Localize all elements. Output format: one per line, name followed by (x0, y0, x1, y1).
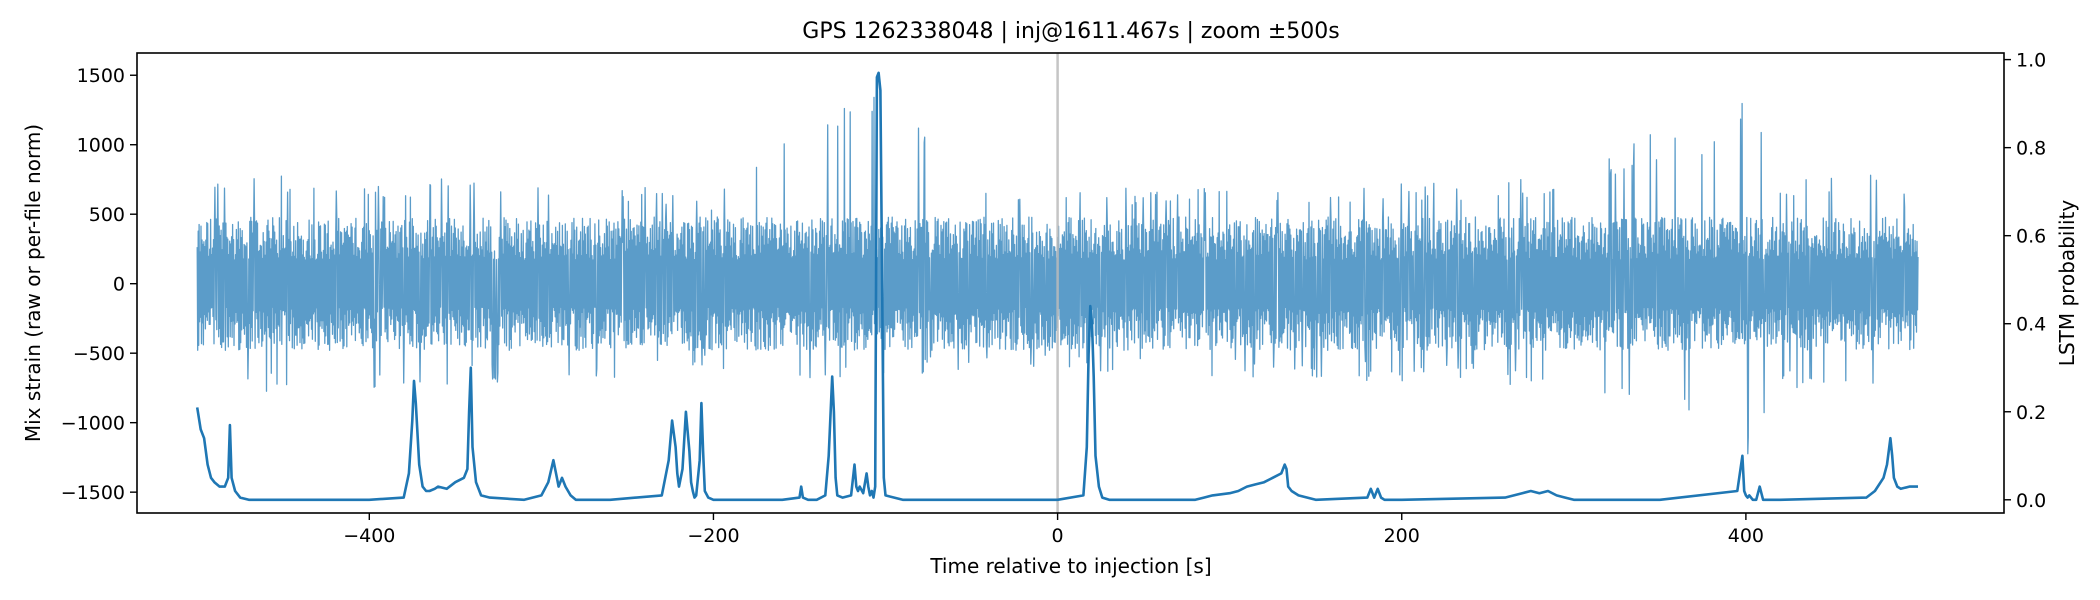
y-left-tick-label: −500 (73, 343, 125, 365)
x-tick-label: 0 (1052, 525, 1064, 547)
y-left-tick-label: −1500 (61, 482, 125, 504)
y-right-tick-label: 0.4 (2016, 314, 2046, 336)
chart-title: GPS 1262338048 | inj@1611.467s | zoom ±5… (802, 19, 1339, 44)
y-axis-right-label: LSTM probability (2055, 200, 2079, 367)
y-left-tick-label: 1500 (77, 65, 125, 87)
x-tick-label: −200 (687, 525, 739, 547)
y-left-tick-label: 500 (89, 204, 125, 226)
y-axis-left: 1500 1000 500 0 −500 −1000 −1500 (61, 65, 137, 504)
x-tick-label: 200 (1384, 525, 1420, 547)
plot-area (195, 53, 1919, 513)
y-right-tick-label: 0.8 (2016, 138, 2046, 160)
plot-frame (136, 52, 2005, 514)
x-axis: −400 −200 0 200 400 (343, 513, 1764, 547)
y-left-tick-label: −1000 (61, 413, 125, 435)
y-right-tick-label: 1.0 (2016, 50, 2046, 72)
x-tick-label: 400 (1728, 525, 1764, 547)
lstm-probability-line (195, 71, 1918, 502)
y-axis-right: 1.0 0.8 0.6 0.4 0.2 0.0 (2004, 50, 2046, 512)
x-axis-label: Time relative to injection [s] (929, 554, 1211, 578)
y-right-tick-label: 0.2 (2016, 402, 2046, 424)
y-axis-left-label: Mix strain (raw or per-file norm) (21, 124, 45, 442)
x-tick-label: −400 (343, 525, 395, 547)
y-left-tick-label: 1000 (77, 135, 125, 157)
y-left-tick-label: 0 (113, 274, 125, 296)
y-right-tick-label: 0.0 (2016, 490, 2046, 512)
y-right-tick-label: 0.6 (2016, 226, 2046, 248)
